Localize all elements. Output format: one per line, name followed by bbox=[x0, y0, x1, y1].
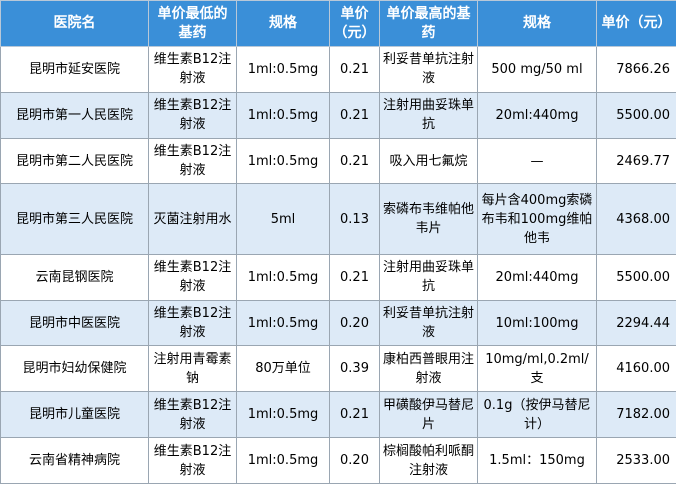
cell-low-drug: 灭菌注射用水 bbox=[148, 183, 237, 255]
cell-hospital: 昆明市延安医院 bbox=[0, 46, 149, 93]
cell-low-spec: 1ml:0.5mg bbox=[236, 437, 330, 484]
cell-low-spec: 1ml:0.5mg bbox=[236, 46, 330, 93]
header-high-spec: 规格 bbox=[477, 0, 597, 47]
cell-high-drug: 注射用曲妥珠单抗 bbox=[379, 91, 478, 139]
cell-high-drug: 吸入用七氟烷 bbox=[379, 137, 478, 185]
cell-high-spec: 500 mg/50 ml bbox=[477, 46, 597, 93]
cell-low-drug: 维生素B12注射液 bbox=[148, 253, 237, 301]
table-row: 昆明市妇幼保健院 注射用青霉素钠 80万单位 0.39 康柏西普眼用注射液 10… bbox=[0, 345, 676, 393]
table-row: 昆明市第一人民医院 维生素B12注射液 1ml:0.5mg 0.21 注射用曲妥… bbox=[0, 91, 676, 139]
cell-high-price: 4368.00 bbox=[596, 183, 676, 255]
header-high-price: 单价（元） bbox=[596, 0, 676, 47]
header-hospital: 医院名 bbox=[0, 0, 149, 47]
cell-low-drug: 维生素B12注射液 bbox=[148, 137, 237, 185]
cell-high-price: 7182.00 bbox=[596, 391, 676, 439]
cell-low-price: 0.21 bbox=[329, 46, 380, 93]
cell-hospital: 昆明市妇幼保健院 bbox=[0, 345, 149, 393]
cell-low-price: 0.20 bbox=[329, 299, 380, 347]
cell-low-drug: 维生素B12注射液 bbox=[148, 299, 237, 347]
cell-low-spec: 1ml:0.5mg bbox=[236, 299, 330, 347]
cell-low-spec: 1ml:0.5mg bbox=[236, 253, 330, 301]
cell-low-drug: 维生素B12注射液 bbox=[148, 91, 237, 139]
cell-low-price: 0.21 bbox=[329, 253, 380, 301]
table-row: 昆明市儿童医院 维生素B12注射液 1ml:0.5mg 0.21 甲磺酸伊马替尼… bbox=[0, 391, 676, 439]
cell-high-drug: 康柏西普眼用注射液 bbox=[379, 345, 478, 393]
table-row: 昆明市第三人民医院 灭菌注射用水 5ml 0.13 索磷布韦维帕他韦片 每片含4… bbox=[0, 183, 676, 255]
header-high-drug: 单价最高的基药 bbox=[379, 0, 478, 47]
cell-low-spec: 1ml:0.5mg bbox=[236, 391, 330, 439]
cell-hospital: 昆明市第一人民医院 bbox=[0, 91, 149, 139]
table-row: 昆明市延安医院 维生素B12注射液 1ml:0.5mg 0.21 利妥昔单抗注射… bbox=[0, 46, 676, 93]
cell-low-spec: 5ml bbox=[236, 183, 330, 255]
header-low-spec: 规格 bbox=[236, 0, 330, 47]
cell-low-spec: 1ml:0.5mg bbox=[236, 137, 330, 185]
cell-high-drug: 甲磺酸伊马替尼片 bbox=[379, 391, 478, 439]
header-row: 医院名 单价最低的基药 规格 单价（元） 单价最高的基药 规格 单价（元） bbox=[0, 0, 676, 47]
cell-hospital: 昆明市第二人民医院 bbox=[0, 137, 149, 185]
cell-low-price: 0.21 bbox=[329, 91, 380, 139]
cell-high-price: 2533.00 bbox=[596, 437, 676, 484]
cell-high-price: 7866.26 bbox=[596, 46, 676, 93]
cell-high-spec: 0.1g（按伊马替尼计） bbox=[477, 391, 597, 439]
cell-high-drug: 棕榈酸帕利哌酮注射液 bbox=[379, 437, 478, 484]
cell-low-price: 0.39 bbox=[329, 345, 380, 393]
table-row: 昆明市第二人民医院 维生素B12注射液 1ml:0.5mg 0.21 吸入用七氟… bbox=[0, 137, 676, 185]
cell-hospital: 云南昆钢医院 bbox=[0, 253, 149, 301]
cell-hospital: 昆明市第三人民医院 bbox=[0, 183, 149, 255]
table-row: 云南省精神病院 维生素B12注射液 1ml:0.5mg 0.20 棕榈酸帕利哌酮… bbox=[0, 437, 676, 484]
cell-high-spec: 10mg/ml,0.2ml/支 bbox=[477, 345, 597, 393]
header-low-price: 单价（元） bbox=[329, 0, 380, 47]
cell-low-price: 0.13 bbox=[329, 183, 380, 255]
cell-high-drug: 利妥昔单抗注射液 bbox=[379, 299, 478, 347]
cell-hospital: 昆明市中医医院 bbox=[0, 299, 149, 347]
cell-high-spec: 10ml:100mg bbox=[477, 299, 597, 347]
cell-high-spec: 20ml:440mg bbox=[477, 253, 597, 301]
cell-high-drug: 利妥昔单抗注射液 bbox=[379, 46, 478, 93]
cell-high-price: 5500.00 bbox=[596, 253, 676, 301]
cell-low-price: 0.21 bbox=[329, 137, 380, 185]
cell-high-spec: 每片含400mg索磷布韦和100mg维帕他韦 bbox=[477, 183, 597, 255]
cell-high-price: 5500.00 bbox=[596, 91, 676, 139]
cell-hospital: 昆明市儿童医院 bbox=[0, 391, 149, 439]
header-low-drug: 单价最低的基药 bbox=[148, 0, 237, 47]
cell-high-drug: 注射用曲妥珠单抗 bbox=[379, 253, 478, 301]
cell-low-price: 0.20 bbox=[329, 437, 380, 484]
cell-high-spec: 20ml:440mg bbox=[477, 91, 597, 139]
cell-high-spec: — bbox=[477, 137, 597, 185]
cell-high-price: 2294.44 bbox=[596, 299, 676, 347]
cell-high-price: 4160.00 bbox=[596, 345, 676, 393]
table-row: 云南昆钢医院 维生素B12注射液 1ml:0.5mg 0.21 注射用曲妥珠单抗… bbox=[0, 253, 676, 301]
table-row: 昆明市中医医院 维生素B12注射液 1ml:0.5mg 0.20 利妥昔单抗注射… bbox=[0, 299, 676, 347]
cell-low-spec: 80万单位 bbox=[236, 345, 330, 393]
cell-low-drug: 维生素B12注射液 bbox=[148, 437, 237, 484]
cell-high-drug: 索磷布韦维帕他韦片 bbox=[379, 183, 478, 255]
cell-high-price: 2469.77 bbox=[596, 137, 676, 185]
cell-high-spec: 1.5ml：150mg bbox=[477, 437, 597, 484]
cell-low-drug: 维生素B12注射液 bbox=[148, 391, 237, 439]
cell-low-drug: 注射用青霉素钠 bbox=[148, 345, 237, 393]
cell-hospital: 云南省精神病院 bbox=[0, 437, 149, 484]
cell-low-price: 0.21 bbox=[329, 391, 380, 439]
cell-low-spec: 1ml:0.5mg bbox=[236, 91, 330, 139]
cell-low-drug: 维生素B12注射液 bbox=[148, 46, 237, 93]
